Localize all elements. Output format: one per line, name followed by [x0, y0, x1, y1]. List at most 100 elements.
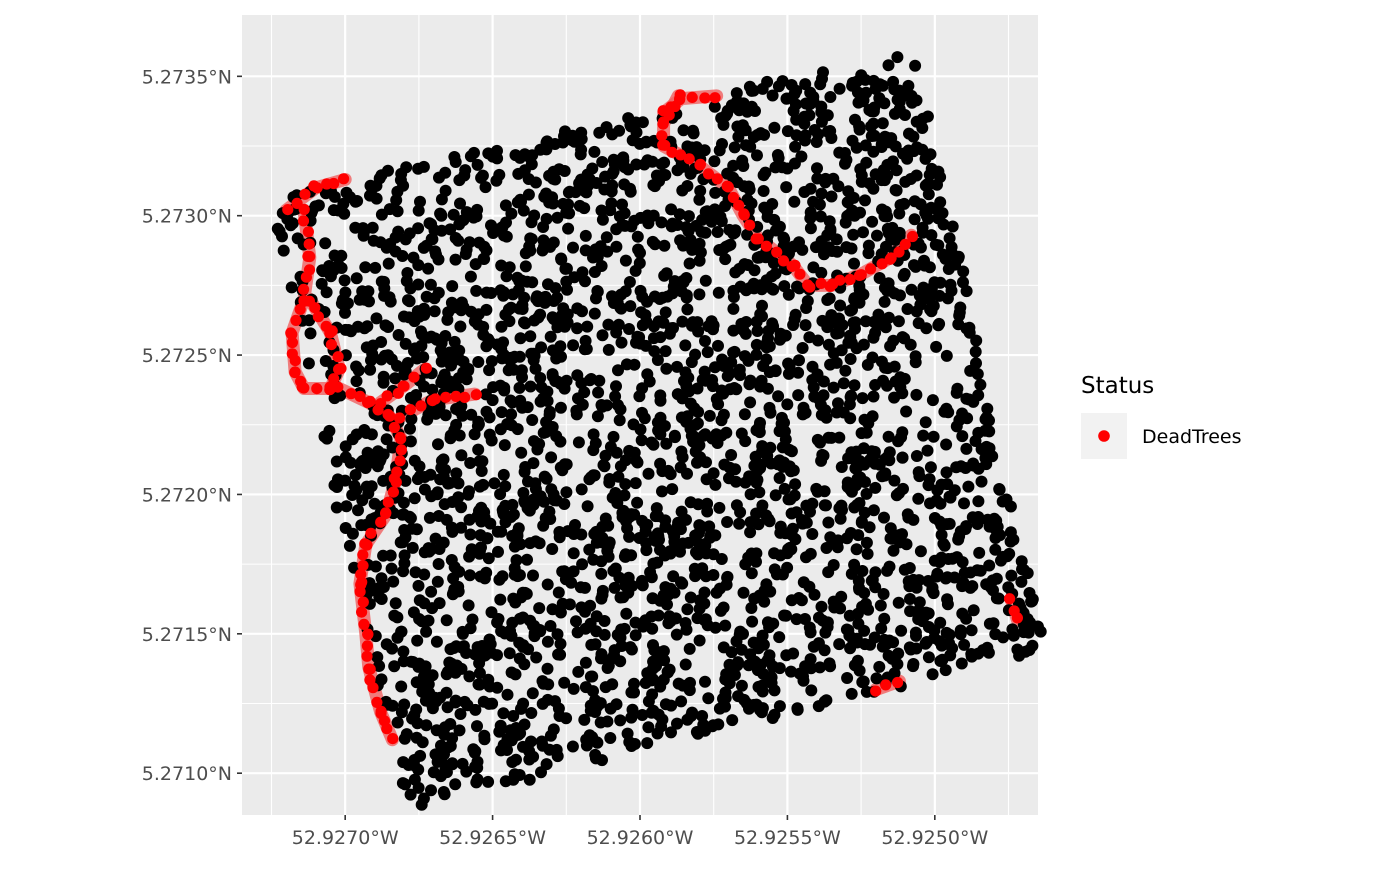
x-tick-label: 52.9260°W — [587, 827, 694, 849]
tree-point — [693, 634, 706, 647]
dead-tree-point — [308, 180, 320, 192]
tree-point — [412, 579, 425, 592]
tree-point — [604, 702, 617, 715]
tree-point — [480, 303, 493, 316]
tree-point — [851, 461, 864, 474]
tree-point — [824, 91, 837, 103]
tree-point — [546, 543, 559, 555]
tree-point — [910, 94, 923, 107]
tree-point — [672, 516, 685, 529]
tree-point — [739, 476, 752, 489]
tree-point — [514, 193, 527, 206]
tree-point — [399, 337, 412, 350]
tree-point — [995, 554, 1007, 567]
tree-point — [940, 466, 953, 479]
tree-point — [462, 362, 475, 375]
tree-point — [722, 239, 735, 252]
tree-point — [519, 260, 532, 273]
tree-point — [926, 668, 939, 681]
tree-point — [404, 282, 417, 295]
tree-point — [1004, 535, 1017, 548]
tree-point — [576, 266, 589, 279]
tree-point — [366, 452, 379, 465]
tree-point — [446, 758, 459, 771]
tree-point — [760, 509, 773, 522]
tree-point — [679, 366, 692, 379]
tree-point — [665, 726, 677, 739]
tree-point — [563, 207, 576, 220]
tree-point — [394, 536, 407, 549]
tree-point — [645, 610, 658, 623]
tree-point — [523, 753, 536, 766]
tree-point — [821, 294, 834, 306]
tree-point — [599, 449, 612, 462]
dead-tree-point — [354, 586, 366, 598]
tree-point — [600, 231, 613, 244]
tree-point — [435, 193, 448, 206]
tree-point — [456, 409, 469, 422]
tree-point — [444, 718, 457, 730]
tree-point — [731, 95, 744, 108]
tree-point — [614, 460, 627, 473]
tree-point — [934, 616, 947, 629]
tree-point — [760, 353, 773, 366]
tree-point — [816, 448, 829, 461]
dead-tree-point — [394, 455, 406, 467]
tree-point — [513, 381, 526, 394]
tree-point — [919, 416, 932, 429]
tree-point — [606, 290, 618, 303]
tree-point — [934, 196, 947, 209]
tree-point — [415, 325, 427, 338]
tree-point — [754, 416, 766, 429]
tree-point — [800, 551, 812, 564]
tree-point — [1017, 626, 1030, 639]
tree-point — [592, 386, 605, 399]
x-tick-label: 52.9255°W — [734, 827, 841, 849]
tree-point — [519, 247, 532, 260]
tree-point — [668, 275, 681, 288]
tree-point — [898, 89, 910, 102]
tree-point — [856, 676, 869, 689]
tree-point — [479, 181, 492, 194]
tree-point — [416, 685, 429, 698]
tree-point — [514, 332, 527, 345]
tree-point — [458, 695, 471, 708]
tree-point — [719, 253, 732, 266]
tree-point — [475, 465, 488, 477]
tree-point — [841, 672, 854, 684]
tree-point — [852, 575, 865, 587]
tree-point — [561, 308, 574, 321]
dead-tree-point — [390, 476, 402, 488]
tree-point — [733, 517, 746, 530]
dead-tree-point — [659, 139, 671, 151]
tree-point — [924, 148, 937, 161]
tree-point — [679, 339, 692, 352]
tree-point — [417, 792, 430, 805]
tree-point — [607, 564, 620, 577]
tree-point — [712, 398, 725, 411]
tree-point — [554, 401, 567, 414]
tree-point — [715, 384, 728, 397]
tree-point — [772, 152, 785, 164]
tree-point — [908, 195, 921, 208]
tree-point — [860, 536, 873, 549]
dead-tree-point — [388, 421, 400, 434]
tree-point — [418, 483, 431, 496]
tree-point — [373, 660, 386, 672]
tree-point — [912, 466, 925, 479]
tree-point — [907, 660, 919, 673]
tree-point — [942, 553, 955, 565]
tree-point — [454, 197, 466, 210]
tree-point — [851, 654, 864, 667]
tree-point — [954, 628, 967, 641]
tree-point — [587, 685, 599, 698]
tree-point — [784, 465, 797, 478]
tree-point — [319, 355, 332, 367]
tree-point — [895, 624, 908, 637]
tree-point — [463, 569, 476, 582]
tree-point — [435, 209, 448, 222]
tree-point — [628, 686, 640, 699]
tree-point — [737, 627, 749, 640]
tree-point — [1034, 625, 1047, 638]
tree-point — [955, 657, 968, 670]
